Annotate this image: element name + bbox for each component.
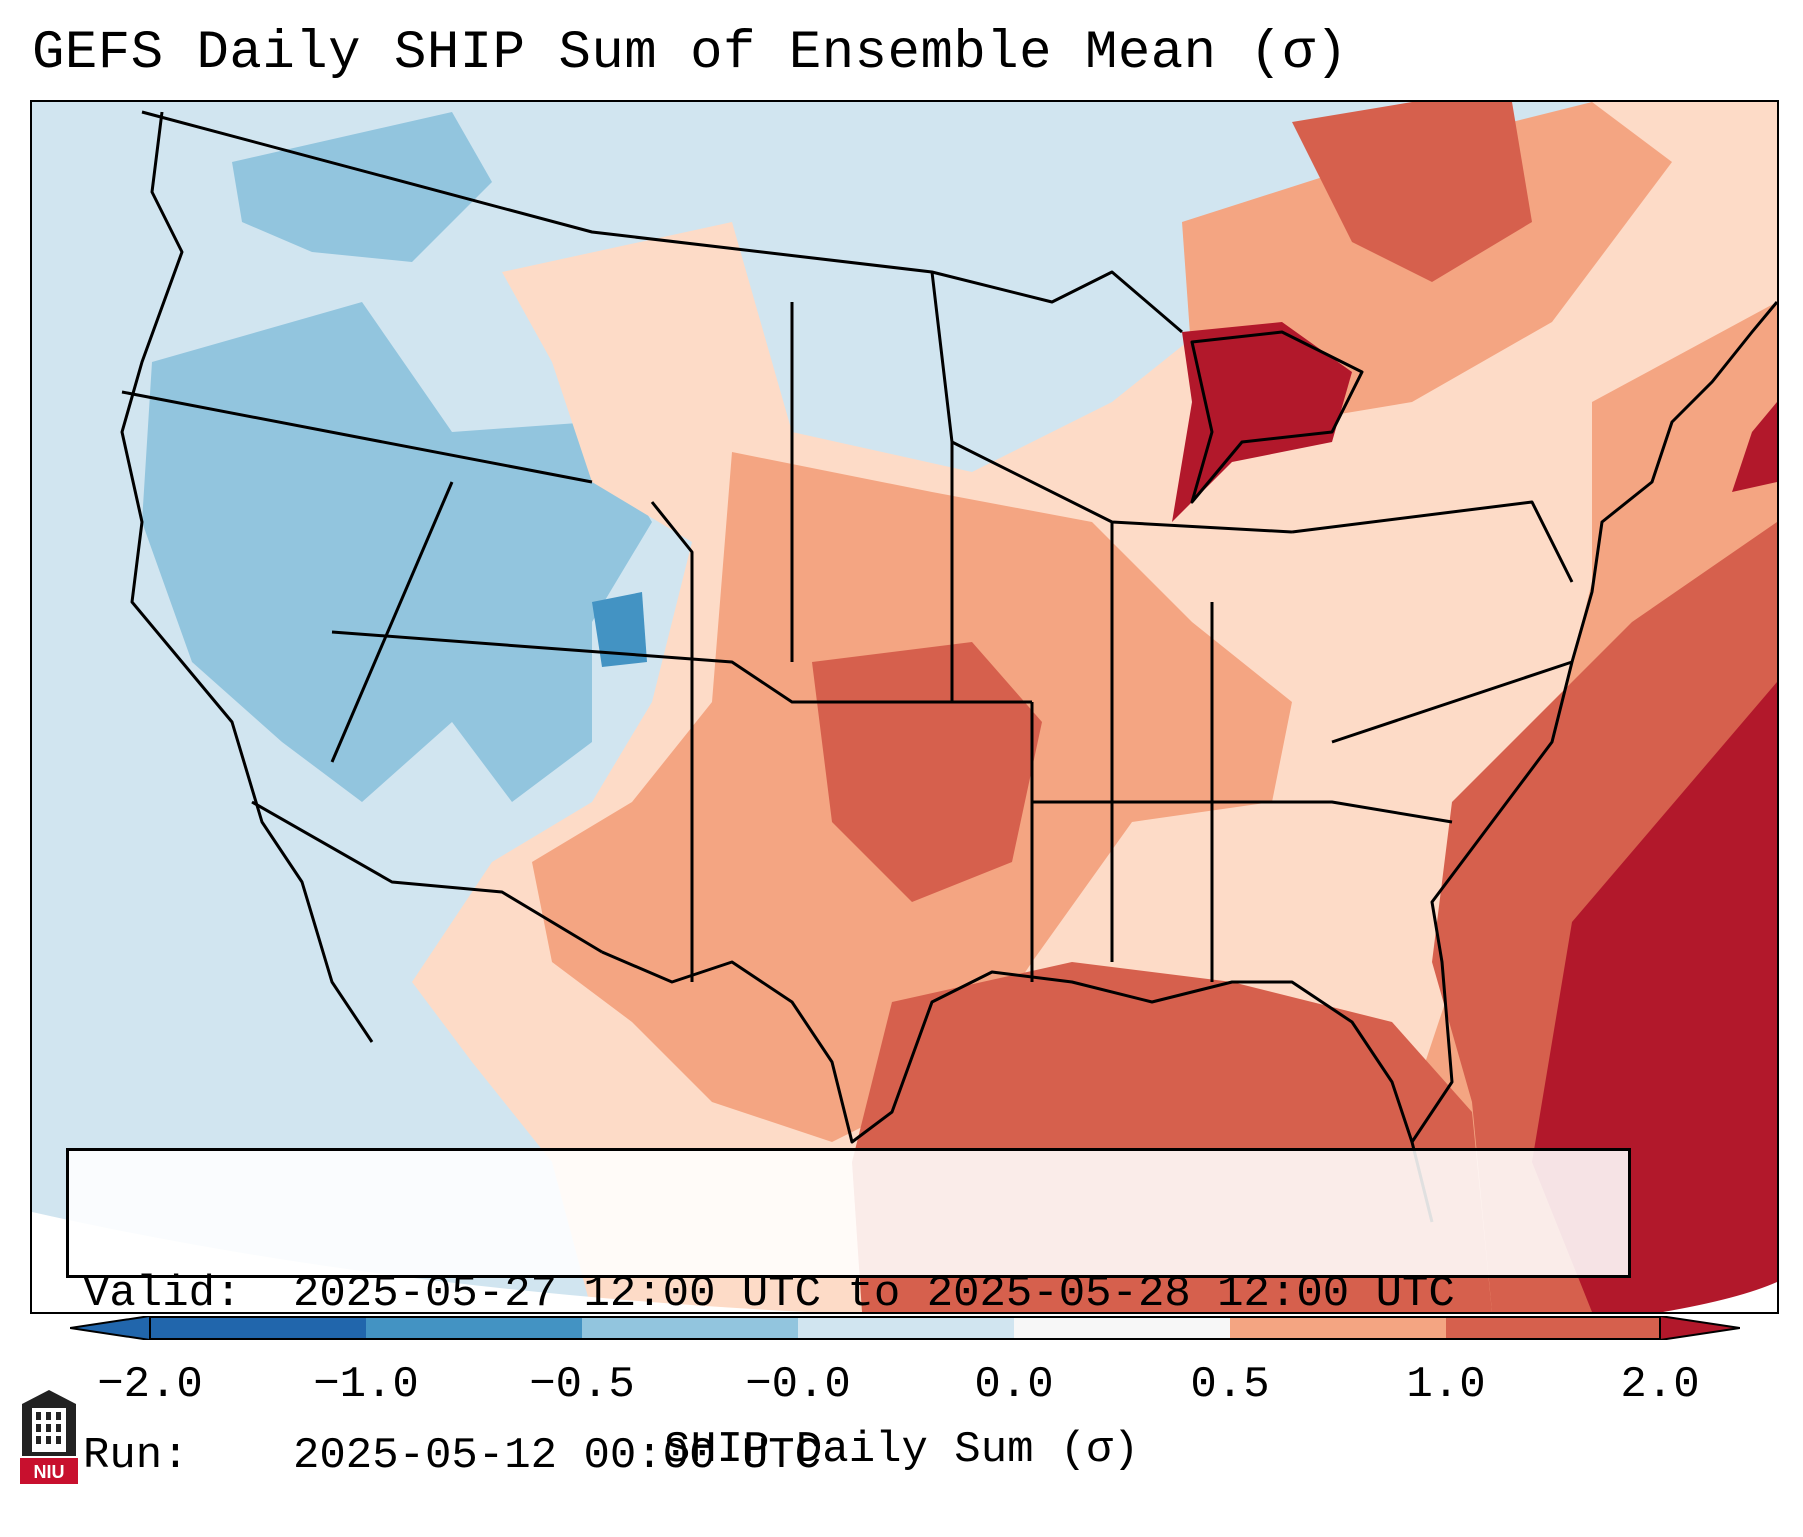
mexico-us-border — [251, 800, 603, 954]
run-value: 2025-05-12 00:00 UTC — [293, 1431, 822, 1481]
colorbar-tick-label: −2.0 — [97, 1360, 203, 1410]
colorbar-segment-4 — [798, 1316, 1014, 1340]
colorbar-tick-label: 1.0 — [1406, 1360, 1486, 1410]
colorbar-title: SHIP Daily Sum (σ) — [663, 1425, 1140, 1475]
colorbar-tick-label: 0.0 — [974, 1360, 1054, 1410]
pacific-coastline — [120, 111, 374, 1043]
negative-anomaly-region-west — [142, 302, 652, 802]
valid-value: 2025-05-27 12:00 UTC to 2025-05-28 12:00… — [293, 1269, 1455, 1319]
colorbar-tick-label: 2.0 — [1620, 1360, 1700, 1410]
great-lakes-outline — [1190, 330, 1364, 504]
gulf-coastline — [601, 950, 1434, 1223]
valid-run-info-box: Valid: 2025-05-27 12:00 UTC to 2025-05-28… — [66, 1148, 1631, 1481]
strong-positive-anomaly-oklahoma — [812, 642, 1042, 902]
colorbar-frame — [149, 1316, 1661, 1340]
valid-label: Valid: — [83, 1269, 242, 1319]
map-title: GEFS Daily SHIP Sum of Ensemble Mean (σ) — [32, 23, 1349, 84]
state-border-13 — [1331, 660, 1573, 744]
colorbar-tick-label: −0.0 — [745, 1360, 851, 1410]
run-label: Run: — [83, 1431, 189, 1481]
colorbar-tick-label: 0.5 — [1190, 1360, 1270, 1410]
boundaries — [120, 110, 1777, 1223]
canada-us-border — [141, 110, 1183, 334]
colorbar-segment-5 — [1014, 1316, 1230, 1340]
colorbar-extend-low — [70, 1316, 151, 1340]
state-border-9 — [1032, 800, 1453, 824]
atlantic-coastline — [1410, 301, 1777, 1143]
strong-positive-anomaly-canada — [1292, 102, 1532, 282]
state-border-12 — [1291, 500, 1574, 583]
colorbar-tick-label: −0.5 — [529, 1360, 635, 1410]
extreme-positive-anomaly-bay — [1732, 402, 1777, 492]
logo-text: NIU — [34, 1462, 65, 1482]
colorbar-segment-1 — [150, 1316, 366, 1340]
outside-domain — [32, 1212, 808, 1312]
negative-anomaly-region-nw — [232, 112, 492, 262]
strong-negative-anomaly-colorado — [592, 592, 647, 667]
colorbar-segment-2 — [366, 1316, 582, 1340]
colorbar-segment-6 — [1230, 1316, 1446, 1340]
run-row: Run: 2025-05-12 00:00 UTC — [83, 1429, 1614, 1483]
map-panel — [30, 100, 1779, 1314]
niu-logo-icon: NIU — [20, 1390, 78, 1484]
colorbar-segment-3 — [582, 1316, 798, 1340]
colorbar-extend-high — [1659, 1316, 1740, 1340]
anomaly-map — [32, 102, 1777, 1312]
colorbar-segment-7 — [1446, 1316, 1660, 1340]
state-border-2 — [331, 630, 1032, 704]
state-border-4 — [330, 481, 454, 763]
valid-row: Valid: 2025-05-27 12:00 UTC to 2025-05-28… — [83, 1267, 1614, 1321]
colorbar — [70, 1316, 1740, 1340]
outside-domain-right — [1662, 1282, 1777, 1312]
colorbar-tick-label: −1.0 — [313, 1360, 419, 1410]
state-border-1 — [121, 390, 593, 484]
state-border-3 — [650, 501, 694, 982]
